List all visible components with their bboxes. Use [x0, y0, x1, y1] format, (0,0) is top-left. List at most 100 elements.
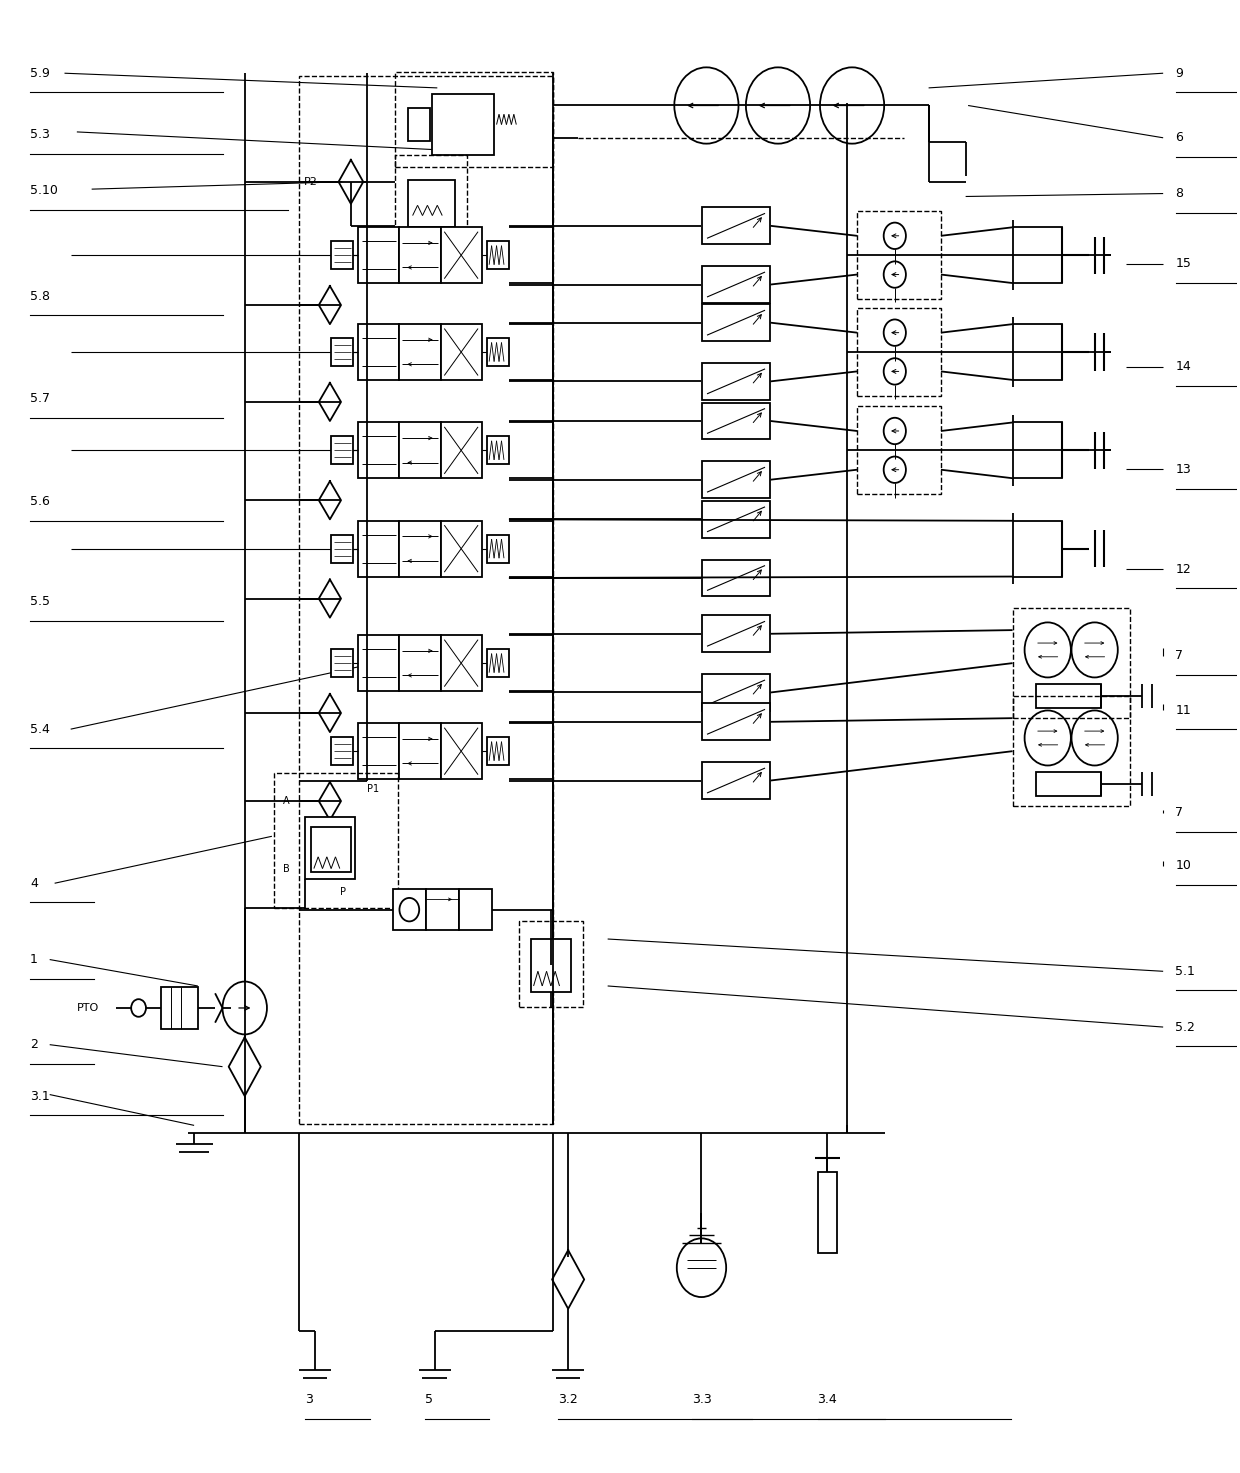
- Bar: [274, 773, 398, 909]
- Text: 3: 3: [305, 1393, 312, 1407]
- Bar: [702, 560, 770, 597]
- Text: 10: 10: [1176, 859, 1192, 872]
- Text: 5.2: 5.2: [1176, 1021, 1195, 1034]
- Bar: [702, 501, 770, 538]
- Bar: [396, 155, 467, 240]
- Bar: [531, 938, 570, 991]
- Text: 2: 2: [30, 1038, 37, 1052]
- Bar: [331, 736, 353, 764]
- Bar: [486, 339, 508, 365]
- Bar: [440, 324, 482, 380]
- Bar: [702, 402, 770, 439]
- Bar: [161, 987, 198, 1028]
- Bar: [358, 723, 399, 779]
- Text: P1: P1: [367, 784, 379, 794]
- Bar: [393, 890, 425, 931]
- Bar: [425, 890, 459, 931]
- Text: 14: 14: [1176, 361, 1192, 373]
- Bar: [440, 227, 482, 283]
- Text: 15: 15: [1176, 258, 1192, 271]
- Text: 6: 6: [1176, 131, 1183, 144]
- Bar: [1013, 608, 1130, 719]
- Text: 13: 13: [1176, 463, 1192, 476]
- Bar: [399, 423, 440, 479]
- Text: 5.9: 5.9: [30, 66, 50, 80]
- Bar: [1013, 227, 1063, 283]
- Bar: [433, 94, 494, 155]
- Text: 4: 4: [30, 876, 37, 890]
- Bar: [702, 362, 770, 399]
- Bar: [399, 723, 440, 779]
- Text: 3.3: 3.3: [692, 1393, 712, 1407]
- Text: 9: 9: [1176, 66, 1183, 80]
- Bar: [817, 1173, 837, 1254]
- Bar: [331, 242, 353, 270]
- Bar: [1035, 683, 1101, 709]
- Text: 7: 7: [1176, 650, 1183, 663]
- Bar: [486, 242, 508, 270]
- Text: 8: 8: [1176, 187, 1183, 200]
- Bar: [702, 461, 770, 498]
- Bar: [486, 436, 508, 464]
- Text: P: P: [340, 887, 346, 897]
- Text: 7: 7: [1176, 806, 1183, 819]
- Bar: [440, 635, 482, 691]
- Text: 11: 11: [1176, 704, 1192, 716]
- Bar: [358, 521, 399, 576]
- Text: 3.4: 3.4: [817, 1393, 837, 1407]
- Bar: [702, 704, 770, 739]
- Bar: [702, 762, 770, 798]
- Bar: [305, 818, 355, 879]
- Bar: [459, 890, 491, 931]
- Bar: [1013, 521, 1063, 576]
- Bar: [486, 535, 508, 563]
- Text: PTO: PTO: [77, 1003, 99, 1013]
- Bar: [857, 211, 941, 299]
- Bar: [440, 723, 482, 779]
- Bar: [1035, 772, 1101, 797]
- Bar: [399, 324, 440, 380]
- Text: B: B: [283, 863, 290, 873]
- Bar: [399, 635, 440, 691]
- Bar: [311, 828, 351, 872]
- Bar: [408, 180, 455, 227]
- Text: 5.7: 5.7: [30, 392, 50, 405]
- Bar: [331, 535, 353, 563]
- Bar: [702, 675, 770, 711]
- Text: A: A: [283, 795, 290, 806]
- Text: 5.5: 5.5: [30, 595, 50, 608]
- Bar: [331, 650, 353, 678]
- Bar: [518, 922, 583, 1006]
- Bar: [396, 72, 553, 166]
- Bar: [857, 407, 941, 495]
- Bar: [358, 635, 399, 691]
- Bar: [702, 267, 770, 303]
- Bar: [1013, 423, 1063, 479]
- Text: 5.3: 5.3: [30, 128, 50, 141]
- Bar: [857, 308, 941, 396]
- Bar: [702, 616, 770, 653]
- Bar: [358, 423, 399, 479]
- Bar: [702, 305, 770, 342]
- Text: 5.1: 5.1: [1176, 965, 1195, 978]
- Bar: [440, 521, 482, 576]
- Text: 5.6: 5.6: [30, 495, 50, 508]
- Text: 5: 5: [425, 1393, 433, 1407]
- Bar: [1013, 697, 1130, 806]
- Bar: [486, 736, 508, 764]
- Bar: [399, 521, 440, 576]
- Bar: [331, 436, 353, 464]
- Bar: [702, 208, 770, 245]
- Bar: [1013, 324, 1063, 380]
- Text: 3.1: 3.1: [30, 1090, 50, 1102]
- Bar: [440, 423, 482, 479]
- Text: 12: 12: [1176, 563, 1192, 576]
- Text: 5.10: 5.10: [30, 184, 58, 197]
- Bar: [486, 650, 508, 678]
- Bar: [331, 339, 353, 365]
- Bar: [399, 227, 440, 283]
- Text: 5.8: 5.8: [30, 290, 50, 303]
- Text: 3.2: 3.2: [558, 1393, 578, 1407]
- Text: P2: P2: [304, 177, 317, 187]
- Text: 5.4: 5.4: [30, 723, 50, 735]
